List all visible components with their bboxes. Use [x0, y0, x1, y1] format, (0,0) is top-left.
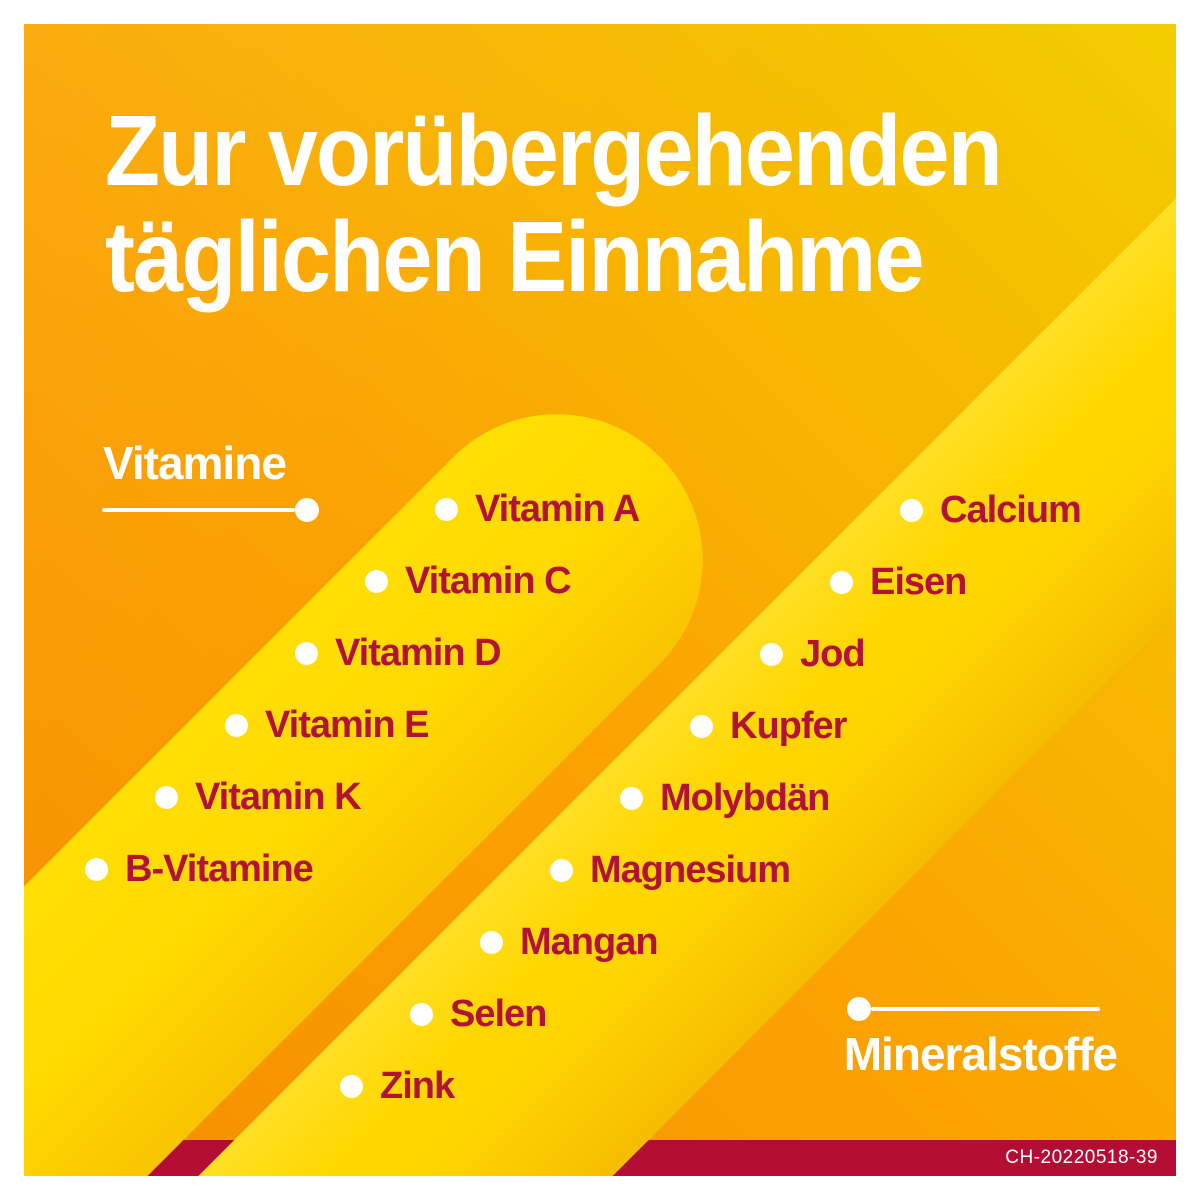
bullet-dot-icon: [435, 497, 458, 521]
vitamins-rule: [102, 508, 295, 512]
bullet-dot-icon: [340, 1074, 363, 1098]
list-item-label: Vitamin E: [265, 703, 429, 746]
list-item-mangan: Mangan: [480, 920, 659, 964]
list-item-label: Selen: [450, 992, 547, 1035]
content-layer: Zur vorübergehenden täglichen Einnahme V…: [24, 24, 1176, 1176]
list-item-molybdaen: Molybdän: [620, 776, 830, 820]
bullet-dot-icon: [900, 498, 923, 522]
list-item-vitamin-c: Vitamin C: [365, 559, 572, 603]
list-item-eisen: Eisen: [830, 560, 967, 604]
approval-code: CH-20220518-39: [1005, 1147, 1158, 1168]
list-item-label: Zink: [380, 1064, 455, 1107]
bullet-dot-icon: [365, 569, 388, 593]
minerals-group-label: Mineralstoffe: [843, 1028, 1118, 1080]
list-item-label: Vitamin A: [475, 487, 640, 530]
list-item-label: B-Vitamine: [125, 847, 314, 890]
vitamins-rule-dot-icon: [295, 498, 319, 522]
list-item-vitamin-e: Vitamin E: [225, 703, 429, 747]
bullet-dot-icon: [550, 858, 573, 882]
list-item-label: Kupfer: [730, 704, 847, 747]
list-item-label: Molybdän: [660, 776, 830, 819]
minerals-rule: [871, 1007, 1100, 1011]
bullet-dot-icon: [480, 930, 503, 954]
list-item-kupfer: Kupfer: [690, 704, 847, 748]
list-item-zink: Zink: [340, 1064, 455, 1108]
bullet-dot-icon: [830, 570, 853, 594]
bullet-dot-icon: [620, 786, 643, 810]
list-item-label: Calcium: [940, 488, 1082, 531]
list-item-label: Vitamin D: [335, 631, 502, 674]
list-item-magnesium: Magnesium: [550, 848, 791, 892]
title-line-1: Zur vorübergehenden: [105, 95, 1003, 207]
list-item-vitamin-a: Vitamin A: [435, 487, 640, 531]
page-title: Zur vorübergehenden täglichen Einnahme: [105, 95, 1003, 313]
minerals-rule-dot-icon: [847, 997, 871, 1021]
bullet-dot-icon: [410, 1002, 433, 1026]
bullet-dot-icon: [155, 785, 178, 809]
list-item-label: Magnesium: [590, 848, 791, 891]
list-item-jod: Jod: [760, 632, 866, 676]
vitamins-group-label: Vitamine: [103, 437, 287, 489]
bullet-dot-icon: [760, 642, 783, 666]
list-item-label: Vitamin C: [405, 559, 572, 602]
list-item-label: Jod: [800, 632, 866, 675]
title-line-2: täglichen Einnahme: [105, 201, 925, 313]
bullet-dot-icon: [85, 857, 108, 881]
list-item-vitamin-k: Vitamin K: [155, 775, 362, 819]
bullet-dot-icon: [225, 713, 248, 737]
list-item-label: Vitamin K: [195, 775, 362, 818]
list-item-b-vitamine: B-Vitamine: [85, 847, 314, 891]
bullet-dot-icon: [295, 641, 318, 665]
list-item-label: Eisen: [870, 560, 967, 603]
list-item-selen: Selen: [410, 992, 547, 1036]
list-item-calcium: Calcium: [900, 488, 1082, 532]
list-item-label: Mangan: [520, 920, 659, 963]
bullet-dot-icon: [690, 714, 713, 738]
list-item-vitamin-d: Vitamin D: [295, 631, 502, 675]
poster-canvas: CH-20220518-39 Zur vorübergehenden tägli…: [24, 24, 1176, 1176]
